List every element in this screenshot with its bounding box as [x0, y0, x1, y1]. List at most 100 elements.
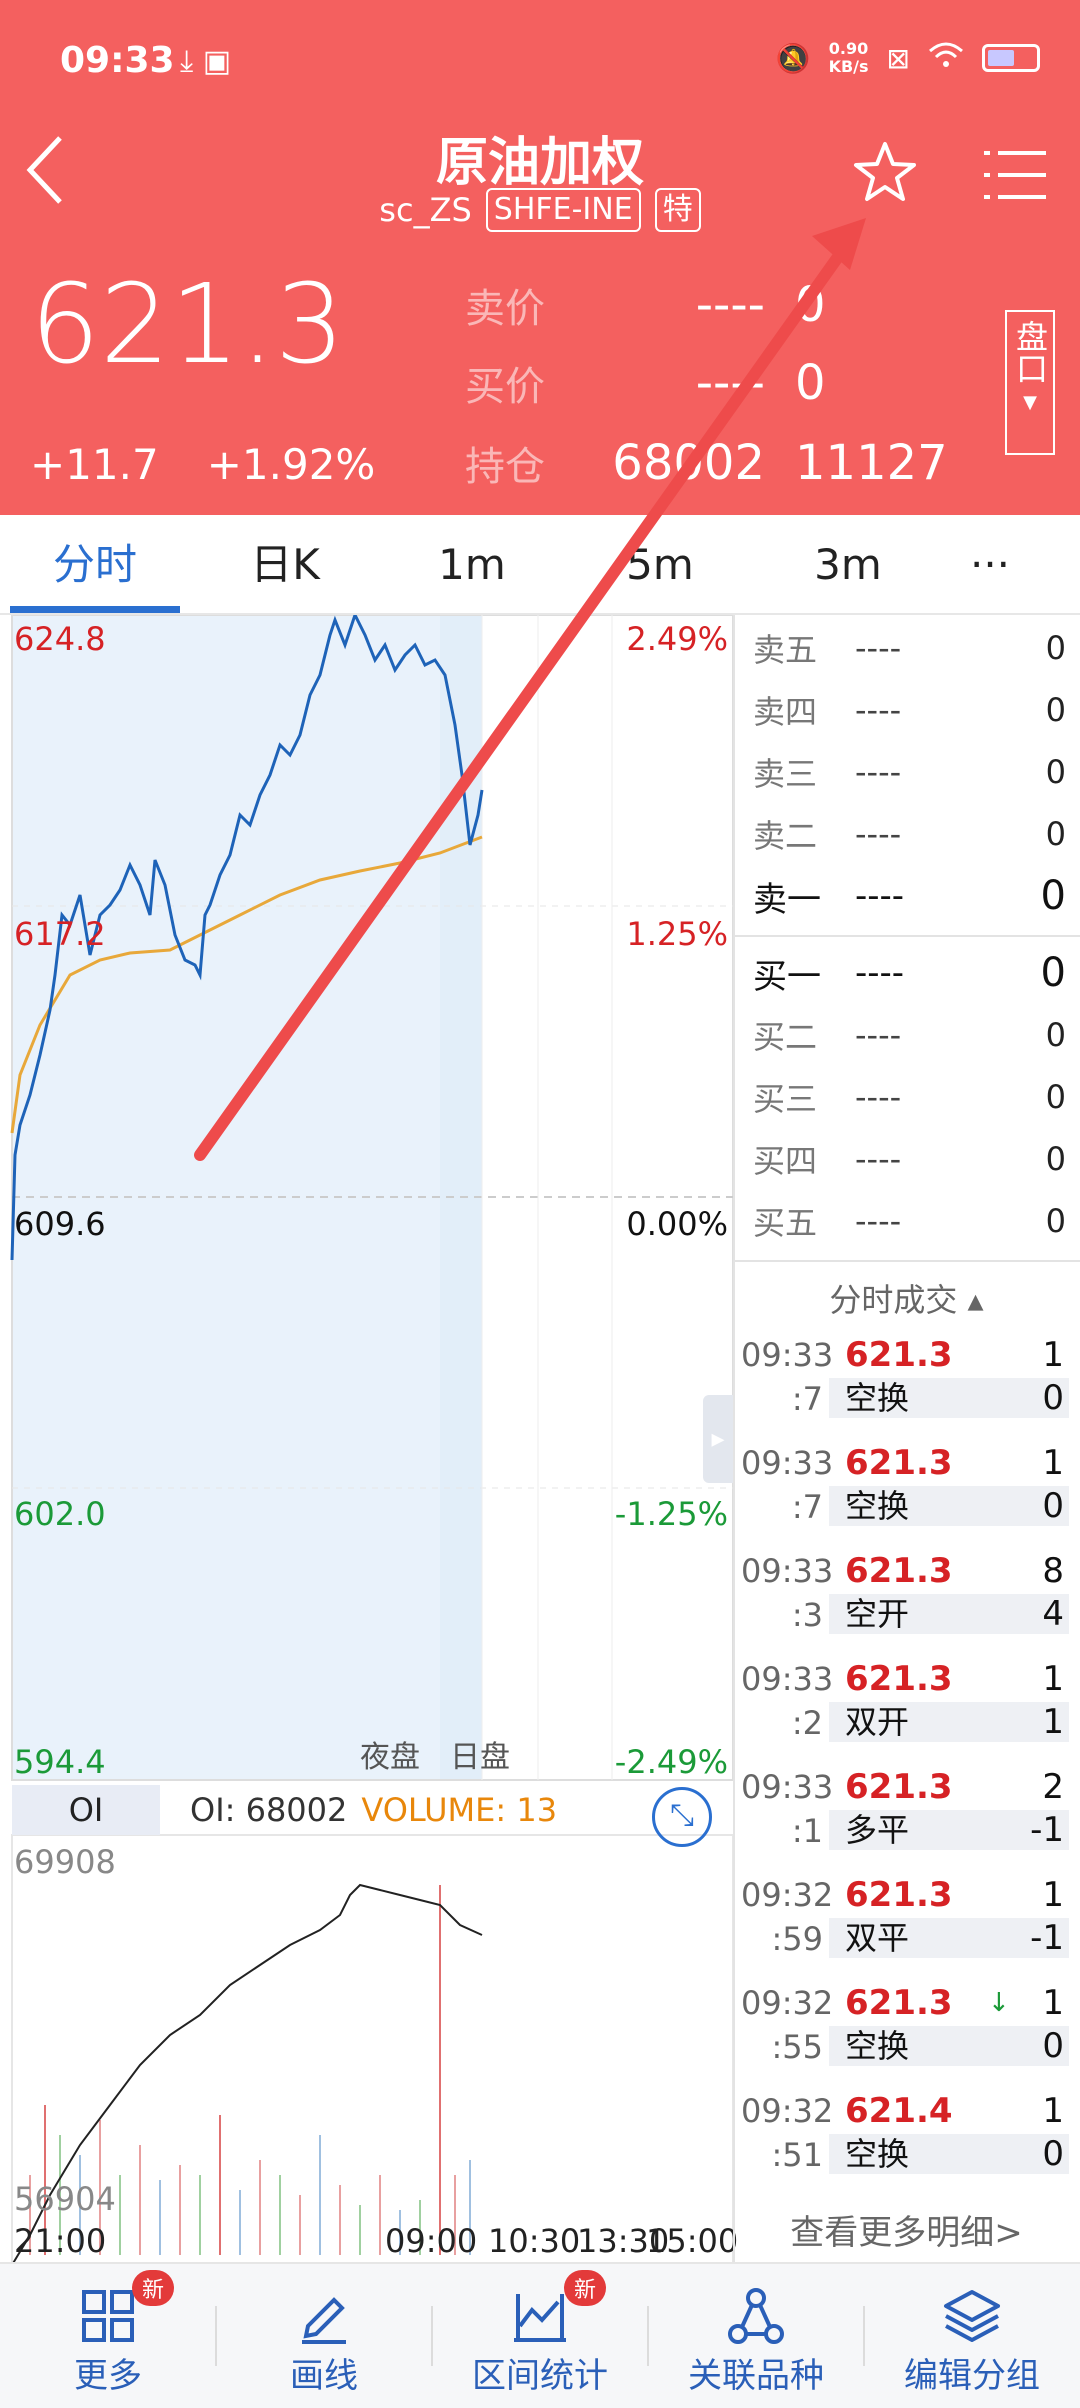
new-badge: 新	[564, 2270, 607, 2306]
page-title: 原油加权	[435, 133, 644, 193]
range-chart-icon	[514, 2294, 566, 2342]
chart-period-tabs: 分时 日K 1m 5m 3m ···	[0, 515, 1080, 615]
ask-level-3: 卖三 ---- 0	[753, 753, 1066, 793]
oi-readout: OI: 68002	[190, 1790, 348, 1829]
price-axis-mid: 609.6	[14, 1205, 106, 1243]
sim-icon: ⊠	[886, 41, 910, 75]
price-axis-lower: 602.0	[14, 1495, 106, 1533]
volume-readout: VOLUME: 13	[361, 1790, 558, 1829]
new-badge: 新	[132, 2270, 175, 2306]
time-axis-0900: 09:00	[385, 2222, 478, 2260]
session-labels: 夜盘 日盘	[360, 1732, 510, 1776]
status-time: 09:33	[60, 40, 175, 81]
tick-row: 09:33:3 621.3 8 空开 4	[733, 1548, 1080, 1656]
ticks-header[interactable]: 分时成交 ▴	[829, 1281, 984, 1319]
pct-axis-top: 2.49%	[626, 620, 728, 658]
price-change-pct: +1.92%	[206, 440, 376, 489]
download-icon: ⤓ ▣	[180, 44, 232, 79]
grid-icon	[82, 2290, 134, 2342]
status-bar: 09:33 ⤓ ▣ 🔕 0.90 KB/s ⊠	[0, 0, 1080, 130]
last-price: 621.3	[30, 260, 345, 388]
net-speed: 0.90 KB/s	[828, 39, 869, 76]
price-change: +11.7	[30, 440, 159, 489]
change-row: +11.7 +1.92%	[30, 440, 375, 489]
day-session-label: 日盘	[450, 1740, 510, 1775]
favorite-star-icon[interactable]	[850, 138, 930, 218]
night-session-label: 夜盘	[360, 1740, 420, 1775]
time-axis-start: 21:00	[14, 2222, 107, 2260]
expand-icon[interactable]: ⤡	[652, 1787, 712, 1847]
ask-level-5: 卖五 ---- 0	[753, 629, 1066, 669]
nav-more[interactable]: 新 更多	[0, 2264, 216, 2408]
ask-level-2: 卖二 ---- 0	[753, 815, 1066, 855]
indicator-selector[interactable]: OI	[12, 1784, 160, 1835]
bid-level-5: 买五 ---- 0	[753, 1202, 1066, 1242]
tick-row: 09:33:2 621.3 1 双开 1	[733, 1656, 1080, 1764]
layers-icon	[944, 2290, 1000, 2342]
nav-separator	[647, 2306, 649, 2366]
time-axis-1500: 15:00	[646, 2222, 739, 2260]
symbol-code: sc_ZS	[379, 191, 472, 229]
more-tabs-icon[interactable]: ···	[969, 540, 1011, 589]
battery-icon	[982, 44, 1040, 72]
ask-level-4: 卖四 ---- 0	[753, 691, 1066, 731]
network-icon	[728, 2288, 784, 2344]
oi-axis-min: 56904	[14, 2180, 116, 2218]
exchange-badge: SHFE-INE	[485, 188, 641, 232]
bid-level-4: 买四 ---- 0	[753, 1140, 1066, 1180]
tab-5m[interactable]: 5m	[626, 540, 694, 589]
price-axis-top: 624.8	[14, 620, 106, 658]
pencil-icon	[302, 2297, 346, 2344]
tab-daily-k[interactable]: 日K	[250, 540, 320, 589]
wifi-icon	[928, 41, 964, 76]
open-interest-row: 持仓 68002 11127	[465, 435, 948, 491]
time-axis-1330: 13:30	[577, 2222, 670, 2260]
tick-row: 09:33:1 621.3 2 多平 -1	[733, 1764, 1080, 1872]
nav-edit-group[interactable]: 编辑分组	[864, 2264, 1080, 2408]
tick-row: 09:33:7 621.3 1 空换 0	[733, 1332, 1080, 1440]
special-badge: 特	[654, 188, 701, 232]
status-icons: 🔕 0.90 KB/s ⊠	[776, 40, 1040, 76]
ask-level-1: 卖一 ---- 0	[753, 873, 1066, 920]
pct-axis-mid: 0.00%	[626, 1205, 728, 1243]
price-axis-bottom: 594.4	[14, 1743, 106, 1781]
tick-row: 09:32:51 621.4 1 空换 0	[733, 2088, 1080, 2196]
book-divider	[735, 1260, 1080, 1262]
pct-axis-bottom: -2.49%	[614, 1743, 728, 1781]
down-arrow-icon: ↓	[988, 1988, 1010, 2018]
nav-separator	[215, 2306, 217, 2366]
quote-header: 09:33 ⤓ ▣ 🔕 0.90 KB/s ⊠ 原油加权 sc_ZS SHFE-I…	[0, 0, 1080, 515]
nav-related[interactable]: 关联品种	[648, 2264, 864, 2408]
time-axis-1030: 10:30	[488, 2222, 581, 2260]
bid-level-1: 买一 ---- 0	[753, 950, 1066, 997]
menu-list-icon[interactable]	[980, 145, 1050, 210]
pct-axis-lower: -1.25%	[614, 1495, 728, 1533]
bid-row: 买价 ---- 0	[465, 355, 826, 411]
pct-axis-upper: 1.25%	[626, 915, 728, 953]
intraday-chart[interactable]: 624.8 617.2 609.6 602.0 594.4 2.49% 1.25…	[0, 615, 733, 2270]
tab-intraday[interactable]: 分时	[10, 515, 180, 615]
bid-level-3: 买三 ---- 0	[753, 1078, 1066, 1118]
nav-separator	[431, 2306, 433, 2366]
bid-level-2: 买二 ---- 0	[753, 1016, 1066, 1056]
tick-row: 09:32:55 621.3 ↓ 1 空换 0	[733, 1980, 1080, 2088]
book-divider	[735, 935, 1080, 937]
bottom-toolbar: 新 更多 画线 新 区间统计 关联品种 编辑分组	[0, 2262, 1080, 2408]
pankou-button[interactable]: 盘口 ▼	[1005, 310, 1055, 455]
ask-row: 卖价 ---- 0	[465, 277, 826, 333]
nav-range-stats[interactable]: 新 区间统计	[432, 2264, 648, 2408]
nav-draw-line[interactable]: 画线	[216, 2264, 432, 2408]
oi-axis-max: 69908	[14, 1843, 116, 1881]
symbol-row: sc_ZS SHFE-INE 特	[0, 188, 1080, 232]
back-button[interactable]	[20, 130, 100, 220]
mute-bell-icon: 🔕	[775, 41, 811, 75]
tick-row: 09:33:7 621.3 1 空换 0	[733, 1440, 1080, 1548]
price-axis-upper: 617.2	[14, 915, 106, 953]
indicator-bar: OI OI: 68002 VOLUME: 13	[0, 1782, 733, 1837]
nav-separator	[863, 2306, 865, 2366]
more-details-link[interactable]: 查看更多明细>	[790, 2213, 1023, 2253]
chart-canvas	[10, 615, 733, 2270]
tick-row: 09:32:59 621.3 1 双平 -1	[733, 1872, 1080, 1980]
collapse-handle-icon[interactable]: ▸	[703, 1395, 733, 1483]
tab-1m[interactable]: 1m	[438, 540, 506, 589]
